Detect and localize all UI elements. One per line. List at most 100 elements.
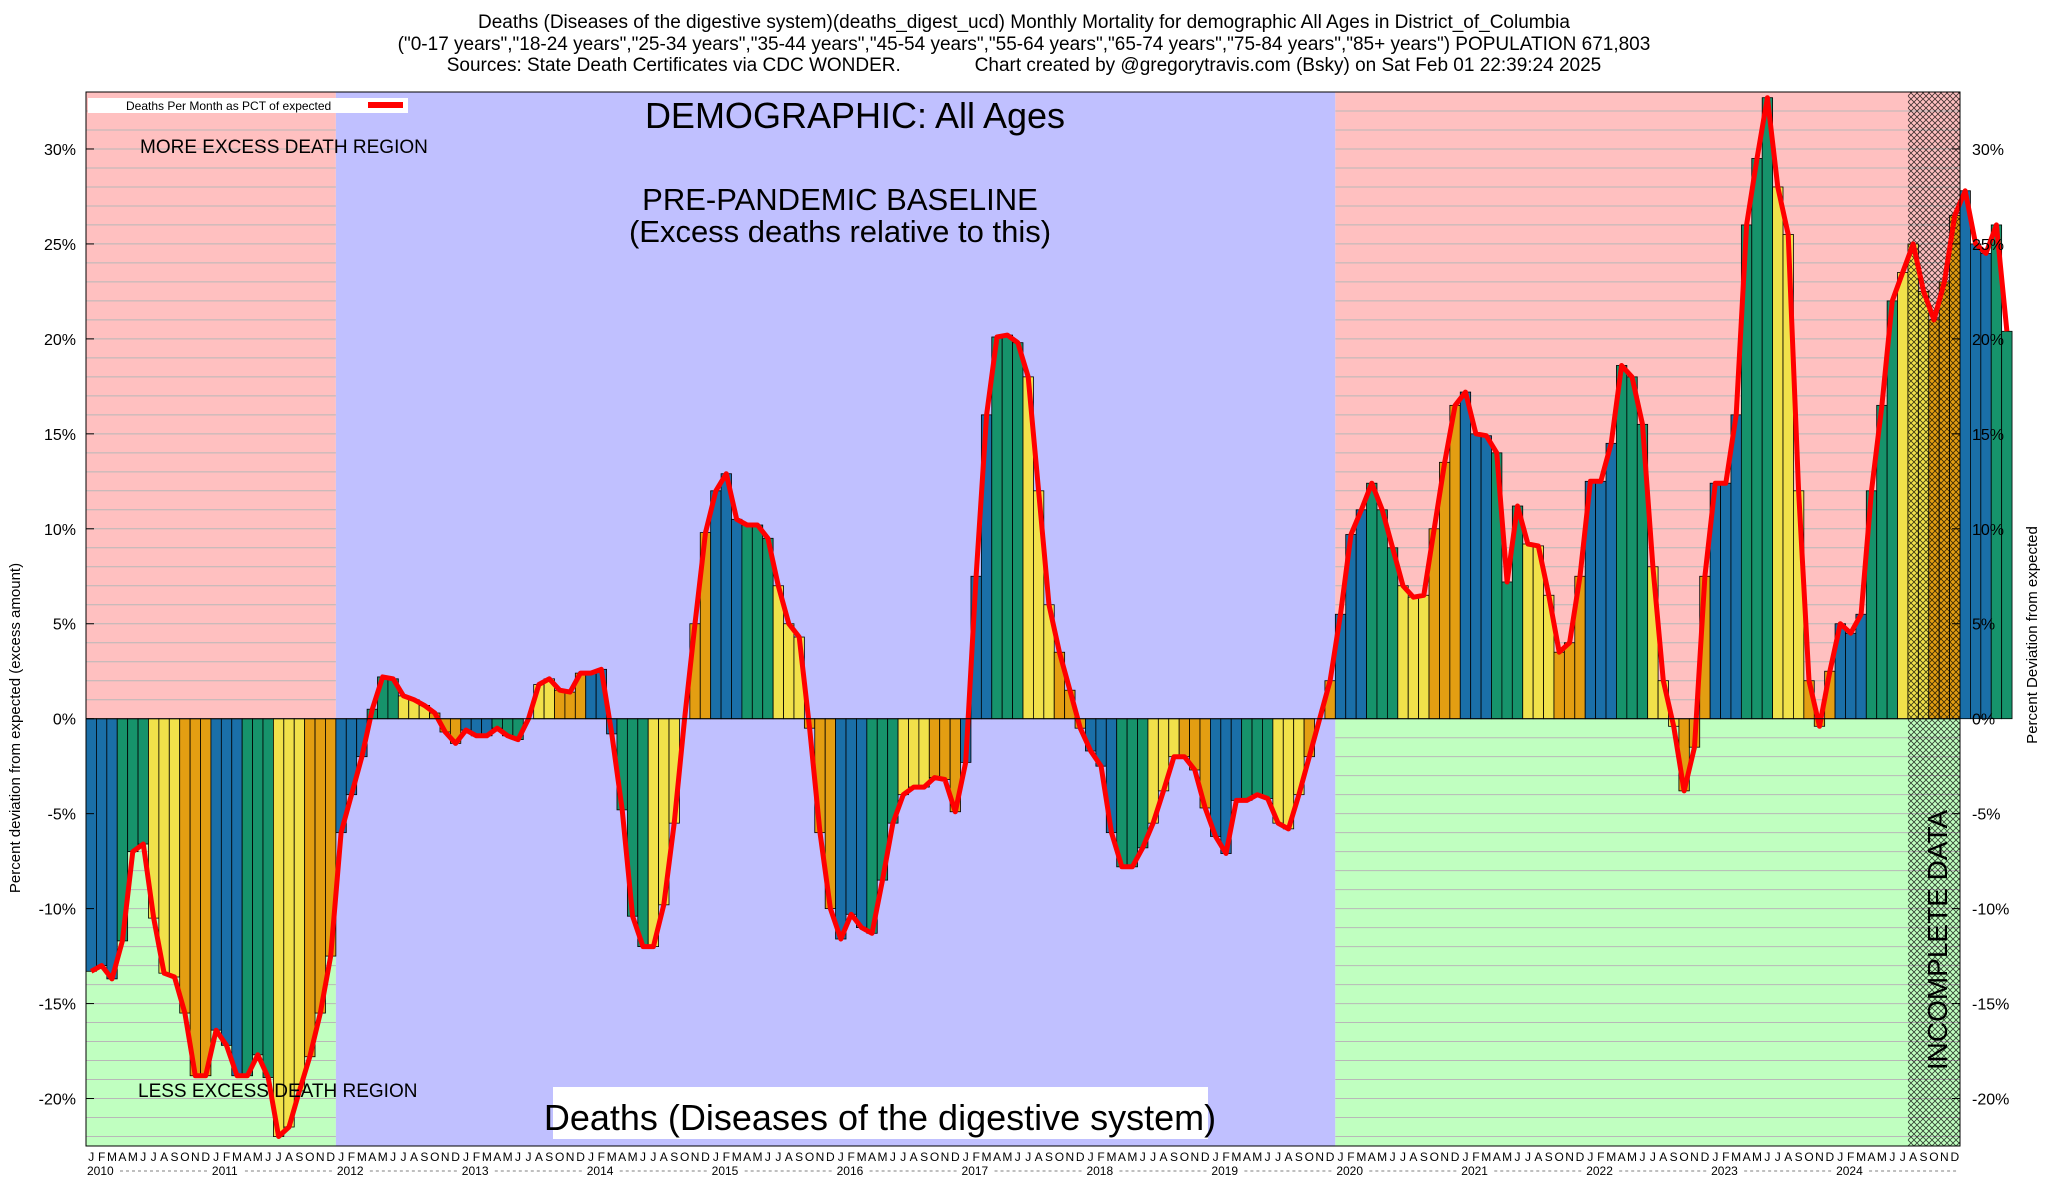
x-tick-month: J xyxy=(1025,1150,1031,1164)
bar xyxy=(554,689,566,720)
bar xyxy=(1480,435,1492,720)
x-tick-year: 2011 xyxy=(212,1164,238,1178)
bar xyxy=(96,718,108,966)
x-tick-month: J xyxy=(463,1150,469,1164)
x-tick-month: N xyxy=(316,1150,325,1164)
y-tick-label-left: -10% xyxy=(39,902,76,919)
x-tick-month: M xyxy=(1231,1150,1241,1164)
x-tick-month: S xyxy=(1420,1150,1428,1164)
x-tick-month: J xyxy=(1900,1150,1906,1164)
x-tick-month: N xyxy=(1815,1150,1824,1164)
x-tick-month: O xyxy=(930,1150,939,1164)
x-tick-month: S xyxy=(920,1150,928,1164)
baseline-subtitle: (Excess deaths relative to this) xyxy=(629,214,1051,249)
x-tick-month: J xyxy=(213,1150,219,1164)
x-tick-month: M xyxy=(1606,1150,1616,1164)
x-tick-month: A xyxy=(1867,1150,1875,1164)
y-tick-label-left: 20% xyxy=(44,332,76,349)
bar xyxy=(1168,718,1180,758)
axes xyxy=(85,91,1961,1147)
y-label-left: Percent deviation from expected (excess … xyxy=(7,563,24,893)
y-tick-label-left: -5% xyxy=(48,807,76,824)
more-excess-label: MORE EXCESS DEATH REGION xyxy=(140,137,428,158)
region-baseline xyxy=(335,92,1336,1146)
x-tick-month: M xyxy=(857,1150,867,1164)
x-tick-month: M xyxy=(1481,1150,1491,1164)
x-tick-month: J xyxy=(1775,1150,1781,1164)
x-tick-month: A xyxy=(1284,1150,1292,1164)
x-tick-month: M xyxy=(1127,1150,1137,1164)
x-tick-month: J xyxy=(1462,1150,1468,1164)
x-tick-month: J xyxy=(1088,1150,1094,1164)
bar xyxy=(231,718,243,1077)
y-tick-label-right: 20% xyxy=(1972,332,2004,349)
bar xyxy=(647,718,660,947)
bar xyxy=(179,718,191,1014)
x-tick-month: N xyxy=(691,1150,700,1164)
x-tick-month: J xyxy=(1712,1150,1718,1164)
x-tick-month: J xyxy=(1275,1150,1281,1164)
x-tick-year: 2020 xyxy=(1336,1164,1363,1178)
x-tick-month: S xyxy=(1920,1150,1928,1164)
x-tick-month: A xyxy=(118,1150,126,1164)
x-tick-month: A xyxy=(1659,1150,1667,1164)
bar xyxy=(220,718,233,1046)
x-tick-month: J xyxy=(338,1150,344,1164)
y-tick-label-right: 15% xyxy=(1972,427,2004,444)
tick-labels: 30% 30% 25% 25% 20% 20% 15% 15% 10% 10% 5% 5% 0% 0% -5… xyxy=(39,142,2010,1178)
x-tick-year: 2019 xyxy=(1211,1164,1238,1178)
x-tick-month: M xyxy=(1731,1150,1741,1164)
x-tick-month: M xyxy=(253,1150,263,1164)
x-tick-month: O xyxy=(1055,1150,1064,1164)
x-tick-month: A xyxy=(743,1150,751,1164)
series-line xyxy=(89,95,2010,1139)
x-tick-month: A xyxy=(1160,1150,1168,1164)
x-tick-month: D xyxy=(951,1150,960,1164)
x-tick-month: A xyxy=(1493,1150,1501,1164)
x-tick-month: D xyxy=(1950,1150,1959,1164)
x-tick-month: F xyxy=(1472,1150,1479,1164)
bar xyxy=(856,718,868,929)
bar xyxy=(1616,365,1628,720)
x-tick-month: M xyxy=(128,1150,138,1164)
bar xyxy=(1990,224,2003,720)
x-tick-month: J xyxy=(1265,1150,1271,1164)
bar xyxy=(1751,158,1763,720)
x-tick-month: M xyxy=(1356,1150,1366,1164)
y-tick-label-right: 30% xyxy=(1972,142,2004,159)
x-tick-month: F xyxy=(1597,1150,1604,1164)
x-tick-month: A xyxy=(1409,1150,1417,1164)
x-tick-month: D xyxy=(1576,1150,1585,1164)
x-tick-month: D xyxy=(1701,1150,1710,1164)
x-tick-month: J xyxy=(588,1150,594,1164)
bar xyxy=(731,518,743,720)
x-tick-month: N xyxy=(1066,1150,1075,1164)
x-tick-month: A xyxy=(410,1150,418,1164)
x-tick-month: O xyxy=(1180,1150,1189,1164)
bar xyxy=(1355,509,1367,720)
chart-subtitle: Deaths (Diseases of the digestive system… xyxy=(544,1097,1216,1138)
x-tick-month: J xyxy=(838,1150,844,1164)
x-tick-month: J xyxy=(1390,1150,1396,1164)
x-tick-month: A xyxy=(1118,1150,1126,1164)
x-tick-month: F xyxy=(1847,1150,1854,1164)
legend-label: Deaths Per Month as PCT of expected xyxy=(126,99,331,113)
bar xyxy=(720,473,732,720)
y-tick-label-right: -20% xyxy=(1972,1092,2009,1109)
bar xyxy=(1886,300,1898,720)
x-tick-year: 2024 xyxy=(1836,1164,1863,1178)
y-tick-label-left: -15% xyxy=(39,997,76,1014)
x-tick-month: M xyxy=(732,1150,742,1164)
x-tick-month: J xyxy=(650,1150,656,1164)
x-tick-month: J xyxy=(140,1150,146,1164)
x-tick-month: J xyxy=(1764,1150,1770,1164)
x-tick-month: A xyxy=(1784,1150,1792,1164)
x-tick-month: N xyxy=(1440,1150,1449,1164)
x-tick-month: A xyxy=(785,1150,793,1164)
bar xyxy=(1855,613,1867,720)
bar xyxy=(1470,433,1482,720)
x-tick-month: A xyxy=(868,1150,876,1164)
x-tick-month: O xyxy=(305,1150,314,1164)
x-tick-month: M xyxy=(982,1150,992,1164)
x-tick-month: M xyxy=(1877,1150,1887,1164)
